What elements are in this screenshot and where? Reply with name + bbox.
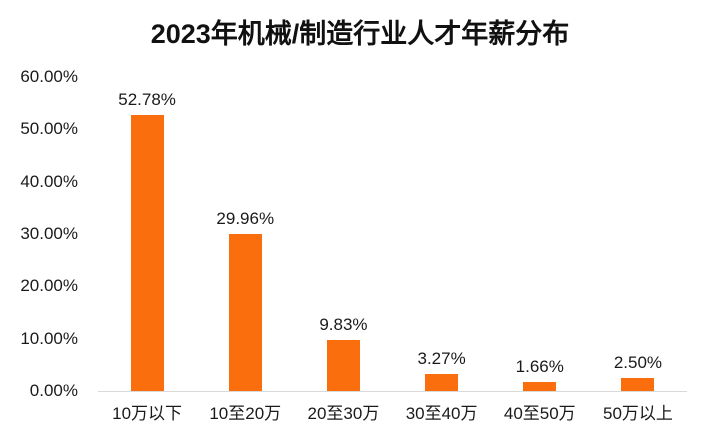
plot-area: 52.78% 29.96% 9.83% 3.27% 1.66% 2.50% [98,77,687,392]
bar [130,114,164,391]
bar-value-label: 29.96% [216,209,275,229]
bar-column: 1.66% [491,77,589,391]
bar-value-label: 2.50% [613,352,663,372]
y-axis-tick-label: 60.00% [20,67,78,86]
bar [621,377,655,391]
bar-value-label: 52.78% [118,89,176,109]
bar [425,373,459,391]
y-axis-tick-label: 0.00% [29,381,78,400]
x-axis-category-label: 20至30万 [307,404,380,423]
chart-title: 2023年机械/制造行业人才年薪分布 [150,19,570,49]
y-axis-tick-label: 30.00% [20,224,78,243]
y-axis: 60.00% 50.00% 40.00% 30.00% 20.00% 10.00% 0.00… [0,0,78,448]
y-axis-tick-label: 40.00% [20,171,78,191]
x-axis-category-label: 10至20万 [209,404,282,423]
y-axis-tick-label: 20.00% [20,276,78,296]
x-axis-category-label: 30至40万 [405,404,478,423]
x-axis-category-label: 10万以下 [112,404,183,423]
bar-value-label: 3.27% [417,348,466,368]
x-axis: 10万以下 10至20万 20至30万 30至40万 40至50万 50万以上 [98,404,687,424]
bar [228,234,262,391]
y-axis-tick-label: 10.00% [20,328,78,348]
x-axis-category-label: 50万以上 [602,404,673,423]
bar-column: 3.27% [393,77,491,391]
bar-column: 52.78% [98,77,196,391]
bar [326,339,360,391]
bar-value-label: 1.66% [515,357,564,377]
bar [523,382,557,391]
bar-value-label: 9.83% [319,314,368,334]
bar-column: 2.50% [589,77,687,391]
bar-column: 9.83% [294,77,392,391]
y-axis-tick-label: 50.00% [20,119,78,139]
x-axis-category-label: 40至50万 [503,404,576,423]
bar-column: 29.96% [196,77,294,391]
